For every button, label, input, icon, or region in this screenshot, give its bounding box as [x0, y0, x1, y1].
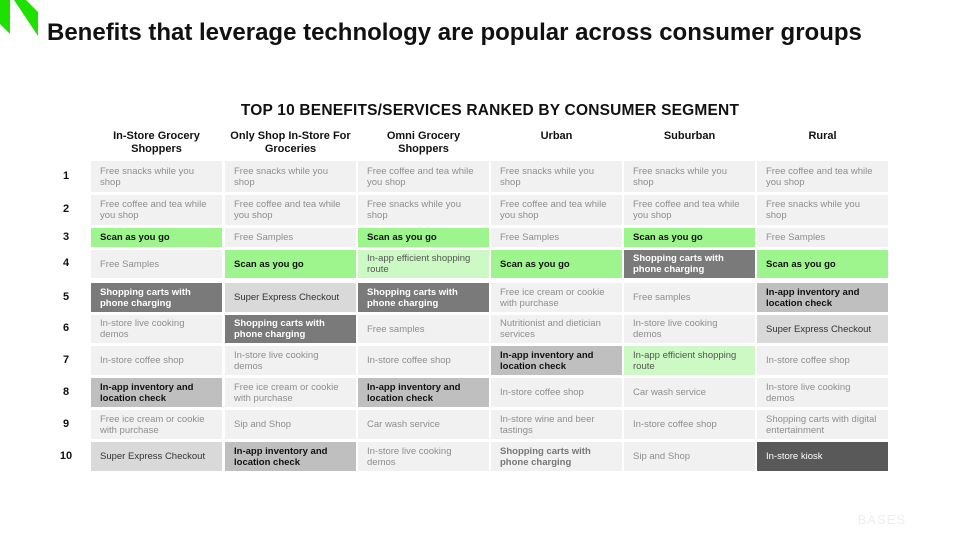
table-cell: Car wash service	[358, 410, 489, 439]
table-cell: In-store live cooking demos	[358, 442, 489, 471]
table-cell: In-store live cooking demos	[225, 346, 356, 375]
table-cell: In-store coffee shop	[491, 378, 622, 407]
table-cell: Free snacks while you shop	[491, 161, 622, 192]
rank-label: 4	[62, 257, 70, 269]
table-cell: Super Express Checkout	[757, 315, 888, 343]
rank-label: 3	[62, 230, 70, 243]
table-cell: Scan as you go	[225, 250, 356, 278]
table-cell: Free snacks while you shop	[91, 161, 222, 192]
rank-label: 7	[62, 353, 70, 366]
table-cell: Free Samples	[491, 228, 622, 247]
brand-watermark: BASES	[857, 512, 906, 527]
table-cell: Free coffee and tea while you shop	[757, 161, 888, 192]
table-cell: In-app inventory and location check	[358, 378, 489, 407]
brand-logo-icon	[0, 0, 38, 36]
table-cell: Free coffee and tea while you shop	[624, 195, 755, 225]
page-title: Benefits that leverage technology are po…	[47, 19, 862, 46]
table-title: TOP 10 BENEFITS/SERVICES RANKED BY CONSU…	[240, 102, 740, 119]
rank-label: 10	[59, 449, 73, 462]
table-cell: Free snacks while you shop	[624, 161, 755, 192]
column-header: Only Shop In-Store For Groceries	[230, 130, 351, 155]
column-header: Suburban	[663, 130, 716, 142]
table-cell: In-app inventory and location check	[225, 442, 356, 471]
table-cell: Shopping carts with phone charging	[91, 283, 222, 312]
table-cell: Scan as you go	[491, 250, 622, 278]
rank-label: 9	[62, 417, 70, 430]
table-cell: Sip and Shop	[225, 410, 356, 439]
table-cell: Shopping carts with digital entertainmen…	[757, 410, 888, 439]
table-cell: Free coffee and tea while you shop	[358, 161, 489, 192]
table-cell: Nutritionist and dietician services	[491, 315, 622, 343]
column-header: Rural	[808, 130, 837, 142]
table-cell: Free Samples	[91, 250, 222, 278]
table-cell: Shopping carts with phone charging	[358, 283, 489, 312]
table-cell: Shopping carts with phone charging	[225, 315, 356, 343]
table-cell: Free snacks while you shop	[358, 195, 489, 225]
table-cell: Super Express Checkout	[225, 283, 356, 312]
rank-label: 1	[62, 169, 70, 182]
table-cell: In-app inventory and location check	[757, 283, 888, 312]
table-cell: Free coffee and tea while you shop	[91, 195, 222, 225]
table-cell: Car wash service	[624, 378, 755, 407]
rank-label: 5	[62, 290, 70, 303]
table-cell: In-app efficient shopping route	[624, 346, 755, 375]
table-cell: Free snacks while you shop	[757, 195, 888, 225]
column-header: Urban	[540, 130, 573, 142]
table-cell: Shopping carts with phone charging	[624, 250, 755, 278]
table-cell: In-store coffee shop	[757, 346, 888, 375]
table-cell: Free coffee and tea while you shop	[491, 195, 622, 225]
column-header: In-Store Grocery Shoppers	[113, 130, 200, 155]
rank-label: 6	[62, 322, 70, 334]
table-cell: Scan as you go	[91, 228, 222, 247]
rank-label: 8	[62, 385, 70, 398]
table-cell: In-store coffee shop	[358, 346, 489, 375]
table-cell: In-store live cooking demos	[624, 315, 755, 343]
table-cell: Free ice cream or cookie with purchase	[91, 410, 222, 439]
table-cell: Super Express Checkout	[91, 442, 222, 471]
table-cell: Scan as you go	[358, 228, 489, 247]
table-cell: Free Samples	[757, 228, 888, 247]
table-cell: Shopping carts with phone charging	[491, 442, 622, 471]
column-header: Omni Grocery Shoppers	[386, 130, 461, 155]
table-cell: In-store kiosk	[757, 442, 888, 471]
table-cell: Free snacks while you shop	[225, 161, 356, 192]
table-cell: Free ice cream or cookie with purchase	[491, 283, 622, 312]
table-cell: Free samples	[358, 315, 489, 343]
rank-label: 2	[62, 203, 70, 215]
table-cell: Scan as you go	[757, 250, 888, 278]
table-cell: In-store coffee shop	[624, 410, 755, 439]
table-cell: Free Samples	[225, 228, 356, 247]
table-cell: In-store live cooking demos	[757, 378, 888, 407]
table-cell: In-store live cooking demos	[91, 315, 222, 343]
table-cell: In-app efficient shopping route	[358, 250, 489, 278]
table-cell: Free ice cream or cookie with purchase	[225, 378, 356, 407]
table-cell: In-store wine and beer tastings	[491, 410, 622, 439]
table-cell: Scan as you go	[624, 228, 755, 247]
table-cell: Free coffee and tea while you shop	[225, 195, 356, 225]
table-cell: In-store coffee shop	[91, 346, 222, 375]
table-cell: Free samples	[624, 283, 755, 312]
table-cell: In-app inventory and location check	[491, 346, 622, 375]
table-cell: Sip and Shop	[624, 442, 755, 471]
table-cell: In-app inventory and location check	[91, 378, 222, 407]
